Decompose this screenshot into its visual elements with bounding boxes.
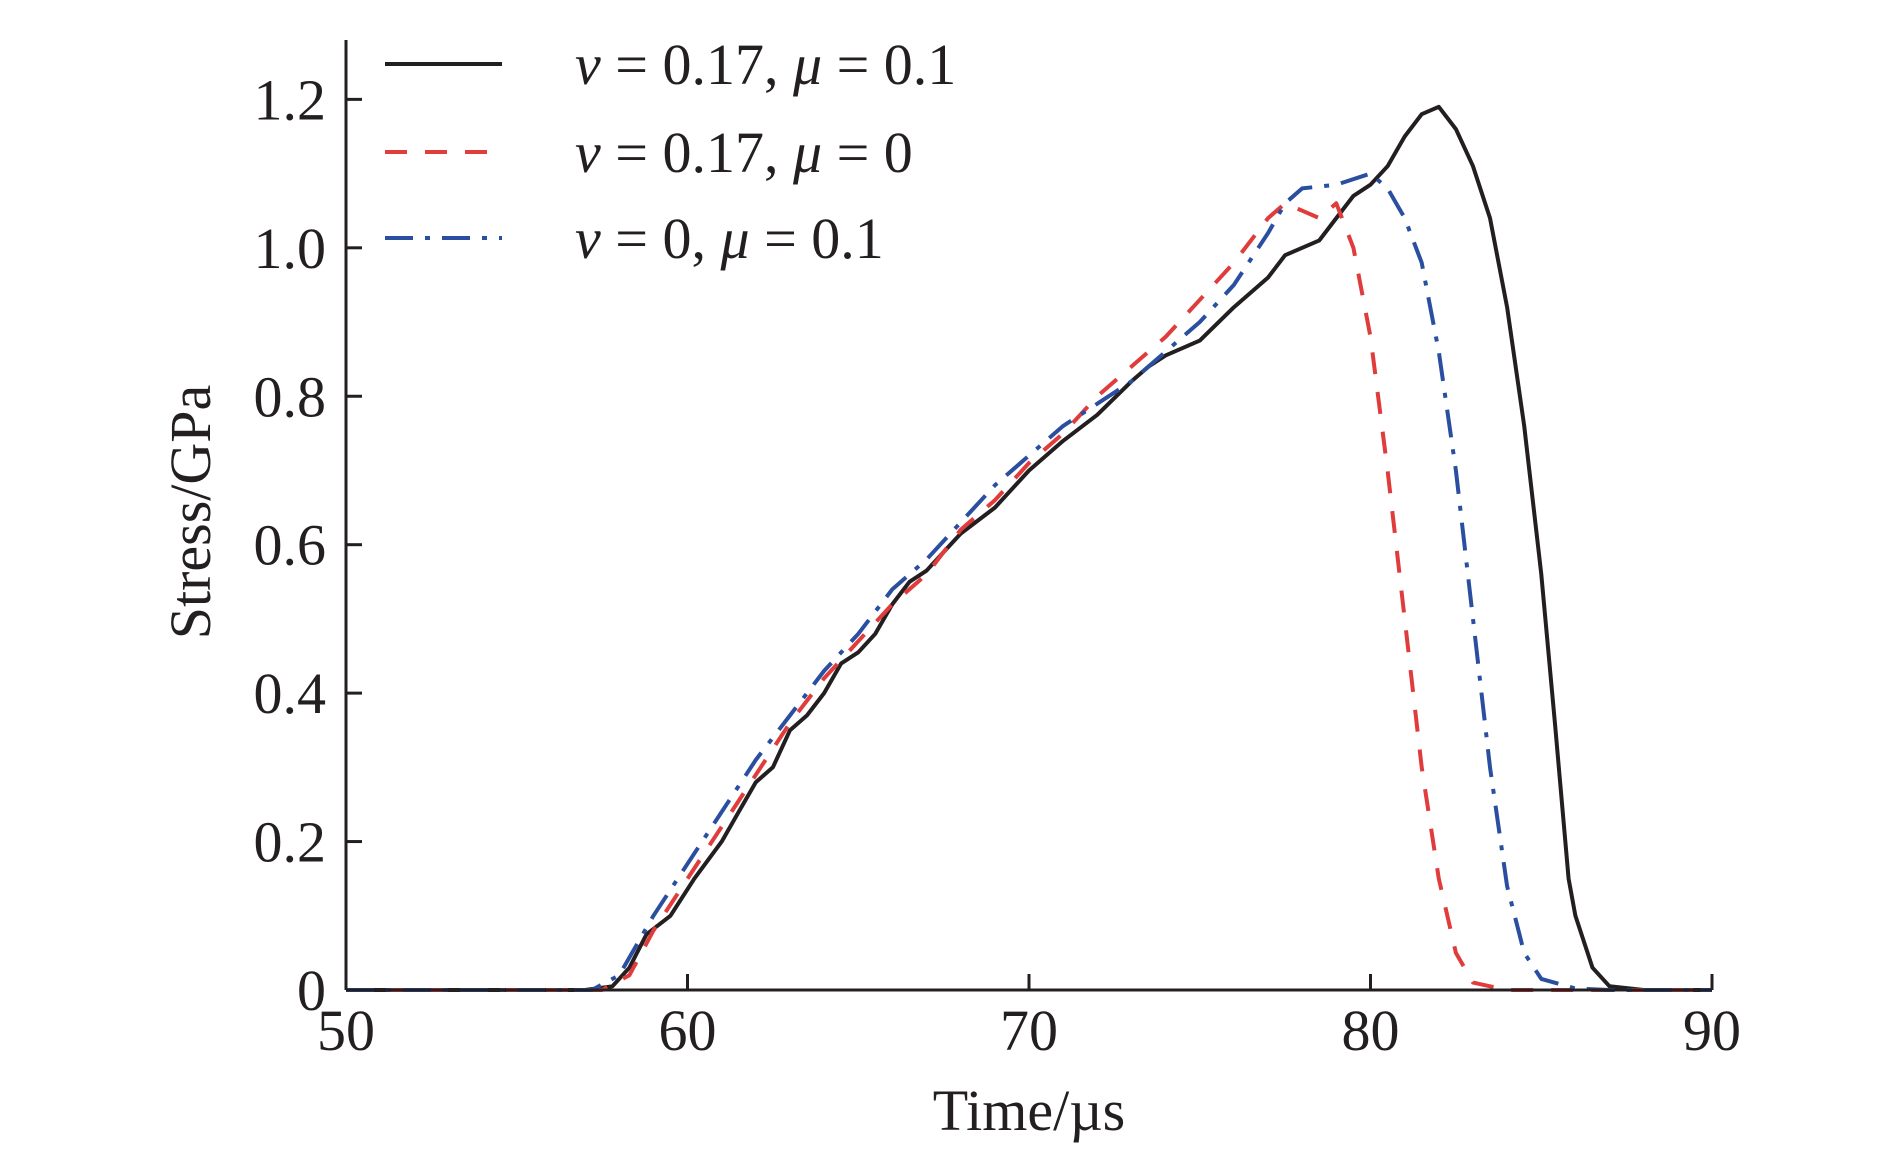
series-line-3 [346, 171, 1712, 992]
series-line-1 [346, 104, 1712, 992]
y-tick-label: 0.2 [254, 810, 327, 875]
x-tick-label: 90 [1683, 998, 1741, 1063]
legend-label-part: v [575, 32, 601, 97]
y-axis-label: Stress/GPa [158, 385, 223, 640]
y-tick-label: 1.0 [254, 216, 327, 281]
y-tick-label: 0.6 [254, 513, 327, 578]
legend-label-part: = 0 [822, 120, 913, 185]
y-tick-label: 0.8 [254, 364, 327, 429]
legend-label-part: v [575, 206, 601, 271]
x-tick-label: 70 [1000, 998, 1058, 1063]
legend-label-part: μ [792, 120, 822, 185]
legend-label-part: = 0.17, [601, 32, 793, 97]
x-axis-ticks: 50 60 70 80 90 [317, 974, 1741, 1063]
y-tick-label: 1.2 [254, 67, 327, 132]
series-line-2 [346, 201, 1712, 992]
y-tick-label: 0.4 [254, 661, 327, 726]
legend-label-part: v [575, 120, 601, 185]
y-axis-ticks: 0 0.2 0.4 0.6 0.8 1.0 1.2 [254, 67, 362, 1023]
legend-label-3: v = 0, μ = 0.1 [575, 206, 884, 271]
series-layer [346, 104, 1712, 992]
legend-label-part: = 0.1 [750, 206, 884, 271]
legend-label-part: = 0, [601, 206, 721, 271]
legend: v = 0.17, μ = 0.1v = 0.17, μ = 0v = 0, μ… [385, 32, 956, 271]
y-tick-label: 0 [297, 958, 326, 1023]
x-tick-label: 50 [317, 998, 375, 1063]
x-tick-label: 60 [659, 998, 717, 1063]
legend-label-part: = 0.17, [601, 120, 793, 185]
legend-label-part: μ [719, 206, 749, 271]
legend-label-part: = 0.1 [822, 32, 956, 97]
legend-label-part: μ [792, 32, 822, 97]
x-axis-label: Time/µs [933, 1078, 1125, 1143]
x-tick-label: 80 [1342, 998, 1400, 1063]
legend-label-1: v = 0.17, μ = 0.1 [575, 32, 956, 97]
legend-label-2: v = 0.17, μ = 0 [575, 120, 913, 185]
